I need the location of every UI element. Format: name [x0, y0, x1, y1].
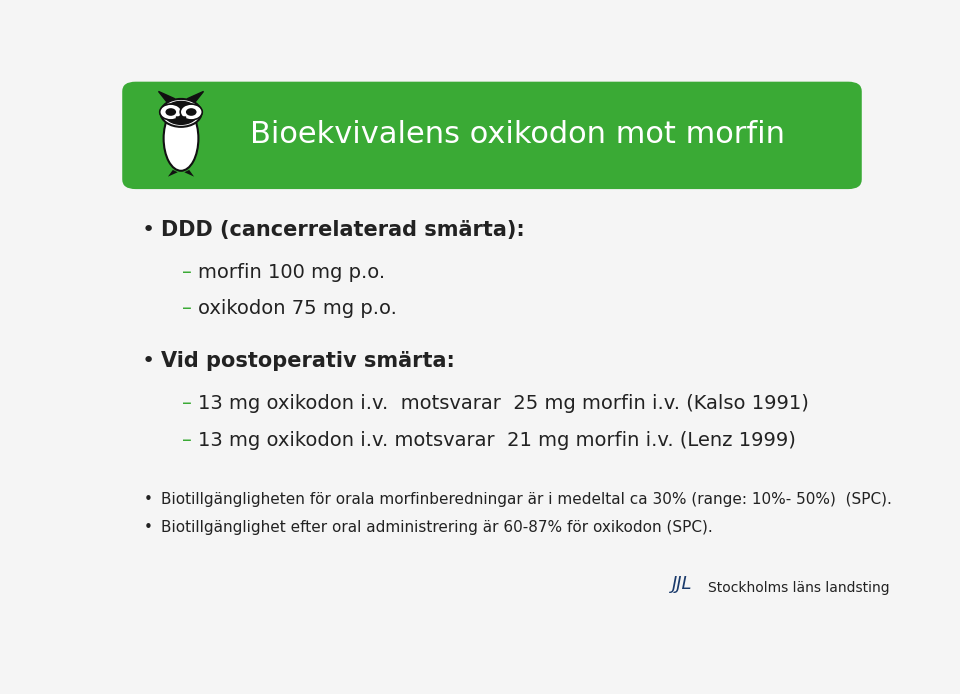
- Text: –: –: [182, 264, 192, 282]
- Text: Vid postoperativ smärta:: Vid postoperativ smärta:: [161, 351, 455, 371]
- Polygon shape: [168, 170, 178, 177]
- Polygon shape: [158, 92, 175, 102]
- Text: morfin 100 mg p.o.: morfin 100 mg p.o.: [198, 264, 385, 282]
- Text: –: –: [182, 431, 192, 450]
- Text: •: •: [142, 351, 155, 371]
- Text: oxikodon 75 mg p.o.: oxikodon 75 mg p.o.: [198, 299, 397, 319]
- Circle shape: [159, 104, 181, 120]
- Circle shape: [180, 104, 203, 120]
- Text: •: •: [144, 491, 153, 507]
- Circle shape: [186, 108, 197, 116]
- Ellipse shape: [164, 101, 198, 124]
- Text: 13 mg oxikodon i.v.  motsvarar  25 mg morfin i.v. (Kalso 1991): 13 mg oxikodon i.v. motsvarar 25 mg morf…: [198, 394, 809, 414]
- Polygon shape: [187, 92, 204, 102]
- Ellipse shape: [163, 106, 199, 171]
- Circle shape: [165, 108, 176, 116]
- Text: Stockholms läns landsting: Stockholms läns landsting: [708, 582, 889, 595]
- Polygon shape: [184, 170, 194, 177]
- Text: 13 mg oxikodon i.v. motsvarar  21 mg morfin i.v. (Lenz 1999): 13 mg oxikodon i.v. motsvarar 21 mg morf…: [198, 431, 796, 450]
- Text: DDD (cancerrelaterad smärta):: DDD (cancerrelaterad smärta):: [161, 220, 525, 240]
- Text: •: •: [144, 520, 153, 535]
- Text: –: –: [182, 299, 192, 319]
- Text: Biotillgängligheten för orala morfinberedningar är i medeltal ca 30% (range: 10%: Biotillgängligheten för orala morfinbere…: [161, 491, 892, 507]
- Polygon shape: [176, 117, 186, 123]
- Text: Biotillgänglighet efter oral administrering är 60-87% för oxikodon (SPC).: Biotillgänglighet efter oral administrer…: [161, 520, 712, 535]
- Text: Bioekvivalens oxikodon mot morfin: Bioekvivalens oxikodon mot morfin: [251, 119, 785, 149]
- Text: –: –: [182, 394, 192, 414]
- Text: JJL: JJL: [671, 575, 692, 593]
- Text: •: •: [142, 220, 155, 240]
- Ellipse shape: [160, 99, 202, 127]
- FancyBboxPatch shape: [122, 82, 862, 189]
